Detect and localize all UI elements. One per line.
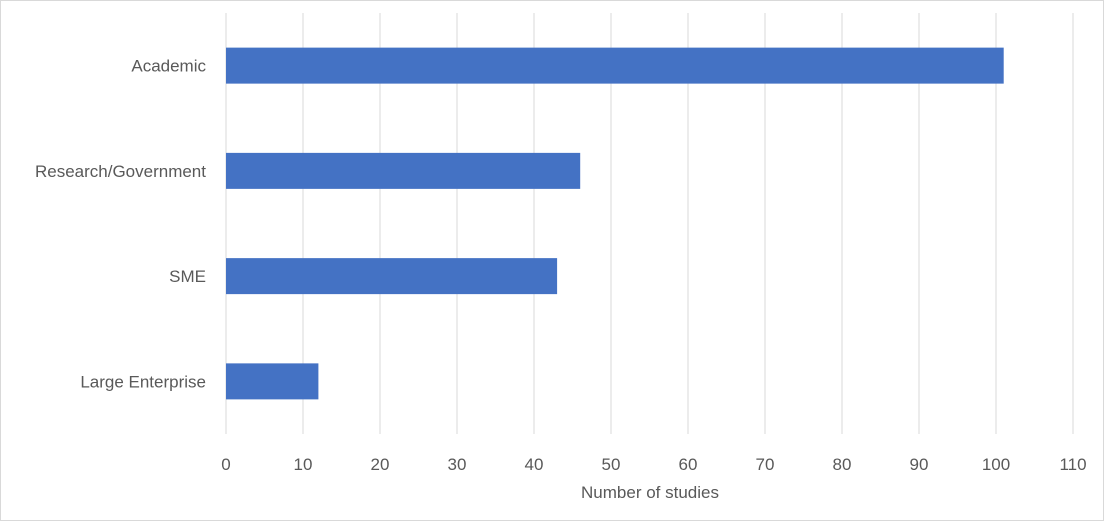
category-label: Large Enterprise xyxy=(80,372,206,391)
x-tick-label: 60 xyxy=(679,455,698,474)
category-label: SME xyxy=(169,267,206,286)
x-tick-label: 80 xyxy=(833,455,852,474)
category-label: Research/Government xyxy=(35,162,206,181)
x-tick-label: 50 xyxy=(602,455,621,474)
bar xyxy=(226,363,319,400)
x-tick-label: 10 xyxy=(294,455,313,474)
x-tick-label: 110 xyxy=(1059,455,1086,474)
x-tick-label: 100 xyxy=(982,455,1010,474)
x-tick-label: 20 xyxy=(371,455,390,474)
bar xyxy=(226,258,558,295)
x-tick-label: 70 xyxy=(756,455,775,474)
bar xyxy=(226,152,581,189)
x-tick-label: 30 xyxy=(448,455,467,474)
category-labels: Academic Research/Government SME Large Ente… xyxy=(35,57,207,392)
x-tick-label: 0 xyxy=(221,455,230,474)
x-tick-label: 40 xyxy=(525,455,544,474)
x-axis-title: Number of studies xyxy=(581,483,719,502)
x-tick-labels: 0 10 20 30 40 50 60 70 80 90 100 110 xyxy=(221,455,1086,474)
category-label: Academic xyxy=(131,57,206,76)
bar xyxy=(226,47,1004,84)
bars xyxy=(226,47,1004,400)
x-tick-label: 90 xyxy=(910,455,929,474)
